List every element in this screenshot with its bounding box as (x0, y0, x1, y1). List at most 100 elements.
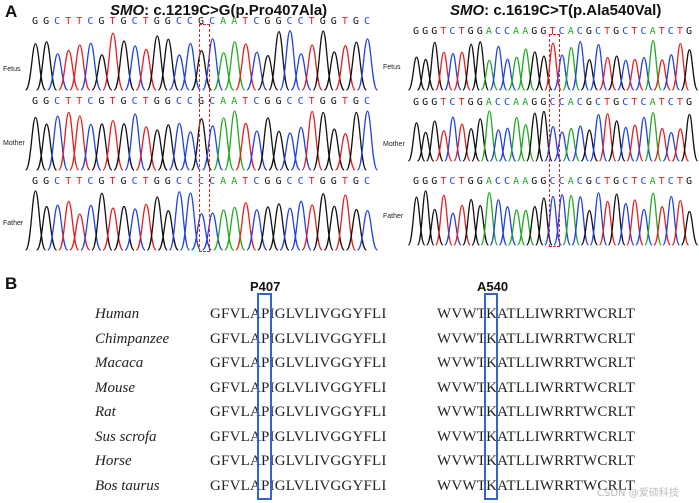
trace-peak (562, 46, 581, 91)
base-letter: C (286, 176, 295, 187)
base-letter: C (622, 26, 631, 37)
trace-peak (235, 43, 257, 91)
base-letter: T (341, 16, 351, 27)
trace-peak (190, 213, 213, 251)
base-letter: C (549, 176, 558, 187)
position-label-a540: A540 (477, 279, 509, 294)
protein-sequence-a540-region: WVWTKATLLIWRRTWCRLT (437, 306, 636, 322)
trace-peak (69, 44, 91, 91)
base-letter: C (558, 26, 568, 37)
base-letter: C (131, 96, 141, 107)
trace-peak (334, 133, 356, 171)
trace-peak (516, 48, 535, 91)
base-letter: G (431, 97, 440, 108)
right-row-label: Fetus (383, 64, 401, 71)
base-letter: C (667, 97, 677, 108)
trace-peak (213, 209, 235, 251)
protein-sequence-p407-region: GFVLAPIGLVLIVGGYFLI (210, 453, 387, 469)
base-letter: T (341, 96, 351, 107)
trace-peak (580, 129, 599, 162)
trace-peak (444, 116, 462, 162)
trace-peak (607, 193, 626, 246)
trace-peak (453, 204, 471, 246)
trace-peak (680, 210, 699, 246)
trace-peak (507, 209, 526, 246)
base-letter: G (467, 26, 477, 37)
base-letter: G (685, 176, 695, 187)
base-letter: T (631, 97, 640, 108)
base-letter: C (87, 16, 96, 27)
right-variant-title: SMO: c.1619C>T(p.Ala540Val) (450, 2, 661, 19)
base-letter: T (109, 96, 118, 107)
base-letter: G (540, 26, 549, 37)
base-letter: C (549, 97, 558, 108)
base-letter: C (186, 96, 196, 107)
base-letter: T (658, 176, 668, 187)
base-letter: G (422, 26, 431, 37)
trace-peak (201, 212, 224, 251)
protein-sequence-p407-region: GFVLAPIGLVLIVGGYFLI (210, 306, 387, 322)
base-letter: A (513, 26, 522, 37)
trace-peak (135, 126, 157, 171)
base-letter: T (109, 176, 118, 187)
trace-peak (135, 203, 157, 251)
base-letter: G (264, 176, 273, 187)
trace-peak (489, 129, 508, 162)
base-letter: C (576, 97, 586, 108)
base-letter: G (352, 96, 362, 107)
base-letter: A (567, 97, 577, 108)
base-letter: G (32, 176, 41, 187)
base-letter: T (341, 176, 351, 187)
base-letter: C (186, 176, 196, 187)
base-letter: T (76, 176, 85, 187)
base-letter: A (220, 96, 229, 107)
base-letter: G (98, 96, 107, 107)
base-letter: T (631, 26, 640, 37)
trace-peak (345, 111, 367, 171)
base-letter: C (640, 176, 649, 187)
trace-peak (301, 204, 323, 251)
trace-peak (480, 191, 499, 246)
base-letter: G (413, 97, 422, 108)
trace-peak (489, 199, 508, 246)
base-letter: T (676, 97, 686, 108)
trace-peak (653, 127, 671, 162)
trace-peak (416, 131, 435, 162)
base-letter: G (198, 16, 207, 27)
trace-peak (257, 206, 279, 251)
base-letter: C (594, 176, 604, 187)
trace-peak (157, 210, 179, 251)
base-letter: C (449, 176, 458, 187)
base-letter: C (504, 176, 513, 187)
base-letter: G (476, 26, 486, 37)
trace-peak (290, 200, 312, 251)
trace-peak (36, 123, 58, 171)
species-name: Mouse (95, 379, 135, 396)
base-letter: A (513, 97, 522, 108)
base-letter: G (585, 176, 595, 187)
trace-peak (453, 123, 471, 162)
trace-peak (124, 208, 146, 251)
trace-peak (535, 197, 553, 246)
base-letter: C (494, 176, 504, 187)
base-letter: C (449, 26, 458, 37)
trace-peak (47, 115, 69, 171)
trace-peak (69, 213, 91, 251)
base-letter: G (531, 97, 540, 108)
base-letter: C (504, 26, 513, 37)
trace-peak (201, 125, 224, 171)
base-letter: T (76, 96, 85, 107)
trace-peak (580, 209, 599, 246)
base-letter: G (164, 96, 174, 107)
base-letter: G (43, 176, 52, 187)
trace-peak (635, 208, 653, 246)
trace-peak (626, 124, 644, 162)
base-letter: C (449, 97, 458, 108)
trace-peak (69, 115, 91, 171)
base-letter: G (32, 16, 41, 27)
trace-peak (616, 59, 635, 91)
trace-peak (224, 41, 246, 91)
base-letter: C (558, 176, 568, 187)
